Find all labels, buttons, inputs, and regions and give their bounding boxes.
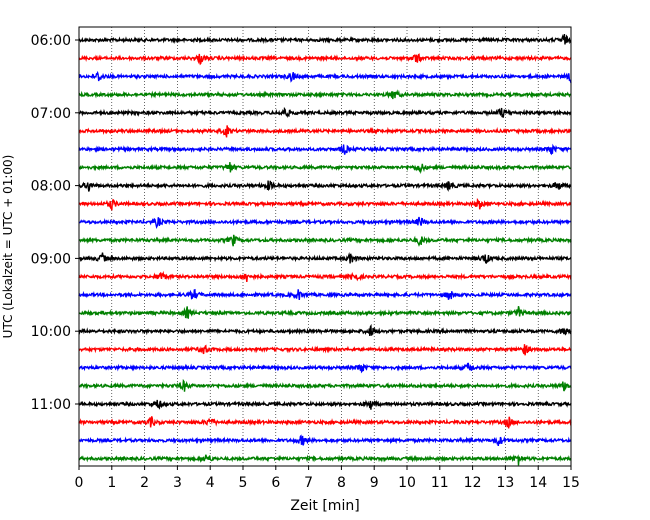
x-tick-label: 0 xyxy=(75,475,84,491)
x-tick-label: 9 xyxy=(370,475,379,491)
trace-1030 xyxy=(78,362,572,374)
trace-0945 xyxy=(78,306,572,320)
trace-0700 xyxy=(78,106,572,118)
x-tick-label: 2 xyxy=(140,475,149,491)
trace-0645 xyxy=(78,89,572,100)
trace-0830 xyxy=(78,216,572,230)
x-tick-label: 15 xyxy=(562,475,580,491)
plot-frame xyxy=(78,26,572,467)
x-axis-title: Zeit [min] xyxy=(290,498,359,514)
y-tick-label: 08:00 xyxy=(31,179,71,195)
trace-0800 xyxy=(78,180,572,192)
y-tick-label: 06:00 xyxy=(31,33,71,49)
y-tick-label: 11:00 xyxy=(31,397,71,413)
trace-0630 xyxy=(78,70,572,84)
trace-0930 xyxy=(78,288,572,300)
trace-0900 xyxy=(78,251,572,264)
trace-0615 xyxy=(78,53,572,66)
x-tick-label: 3 xyxy=(173,475,182,491)
x-tick-label: 4 xyxy=(206,475,215,491)
trace-1045 xyxy=(78,378,572,392)
trace-0815 xyxy=(78,197,572,211)
x-tick-label: 5 xyxy=(239,475,248,491)
axes-layer: 0 1 2 3 4 5 6 7 8 9 10 11 12 13 14 1506:0007:0008:0009:… xyxy=(31,26,580,491)
x-tick-label: 8 xyxy=(337,475,346,491)
trace-1115 xyxy=(78,416,572,429)
x-tick-label: 11 xyxy=(431,475,449,491)
trace-0715 xyxy=(78,125,572,138)
x-tick-label: 13 xyxy=(496,475,514,491)
x-tick-label: 6 xyxy=(271,475,280,491)
y-axis-title: UTC (Lokalzeit = UTC + 01:00) xyxy=(1,155,15,339)
trace-1015 xyxy=(78,344,572,356)
trace-0915 xyxy=(78,270,572,282)
x-tick-label: 7 xyxy=(304,475,313,491)
y-tick-label: 09:00 xyxy=(31,251,71,267)
trace-0730 xyxy=(78,143,572,156)
trace-0845 xyxy=(78,234,572,247)
trace-layer xyxy=(78,34,572,466)
trace-0745 xyxy=(78,162,572,175)
y-tick-label: 07:00 xyxy=(31,106,71,122)
x-tick-label: 10 xyxy=(398,475,416,491)
trace-1100 xyxy=(78,399,572,410)
trace-0600 xyxy=(78,34,572,45)
x-tick-label: 14 xyxy=(529,475,547,491)
x-tick-label: 1 xyxy=(107,475,116,491)
trace-1130 xyxy=(78,434,572,447)
y-tick-label: 10:00 xyxy=(31,324,71,340)
x-tick-label: 12 xyxy=(464,475,482,491)
trace-1145 xyxy=(78,454,572,466)
trace-1000 xyxy=(78,323,572,337)
